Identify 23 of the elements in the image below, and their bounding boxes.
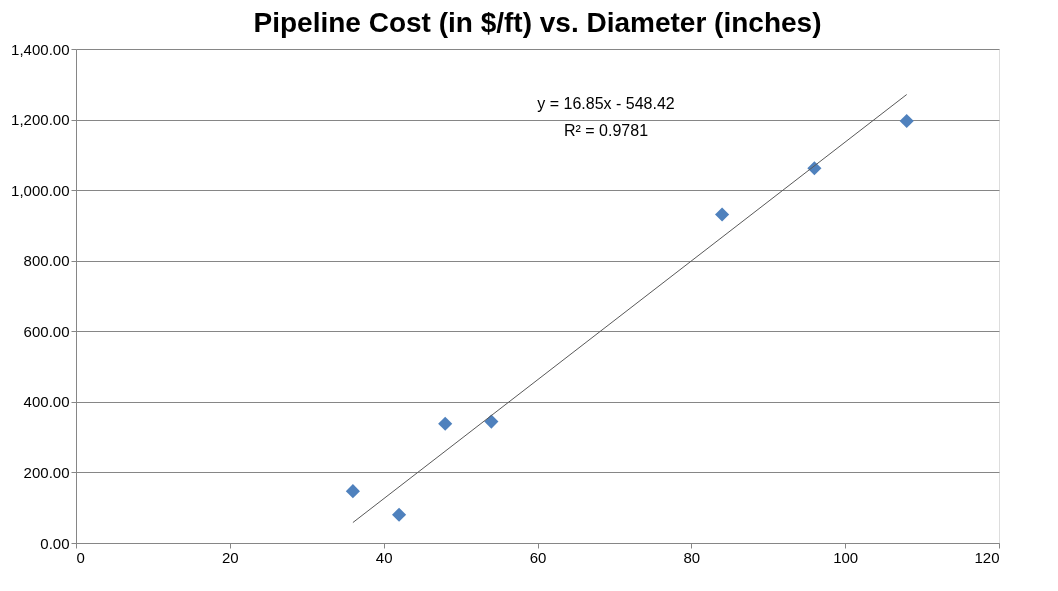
point [715, 207, 730, 222]
x-tick-label: 60 [529, 548, 547, 566]
x-tick-label: 20 [221, 548, 239, 566]
point [438, 416, 453, 431]
x-tick-label: 80 [683, 548, 701, 566]
chart-title: Pipeline Cost (in $/ft) vs. Diameter (inches) [253, 7, 822, 38]
annotation: R² = 0.9781 [563, 122, 649, 139]
point [345, 484, 360, 499]
x-tick-label: 100 [833, 548, 859, 566]
x-tick-label: 120 [974, 548, 1000, 566]
annotation: y = 16.85x - 548.42 [537, 95, 675, 112]
point [391, 507, 407, 522]
y-tick-label: 400.00 [23, 393, 70, 411]
y-tick-label: 800.00 [23, 252, 70, 270]
x-tick-label: 40 [375, 548, 393, 566]
point [899, 113, 914, 129]
y-tick-label: 1,200.00 [11, 111, 70, 129]
y-tick-label: 1,400.00 [11, 40, 70, 58]
y-tick-label: 1,000.00 [11, 181, 70, 199]
y-tick-label: 0.00 [40, 534, 70, 552]
x-tick-label: 0 [76, 548, 85, 566]
y-tick-label: 200.00 [23, 463, 70, 481]
y-tick-label: 600.00 [23, 322, 70, 340]
